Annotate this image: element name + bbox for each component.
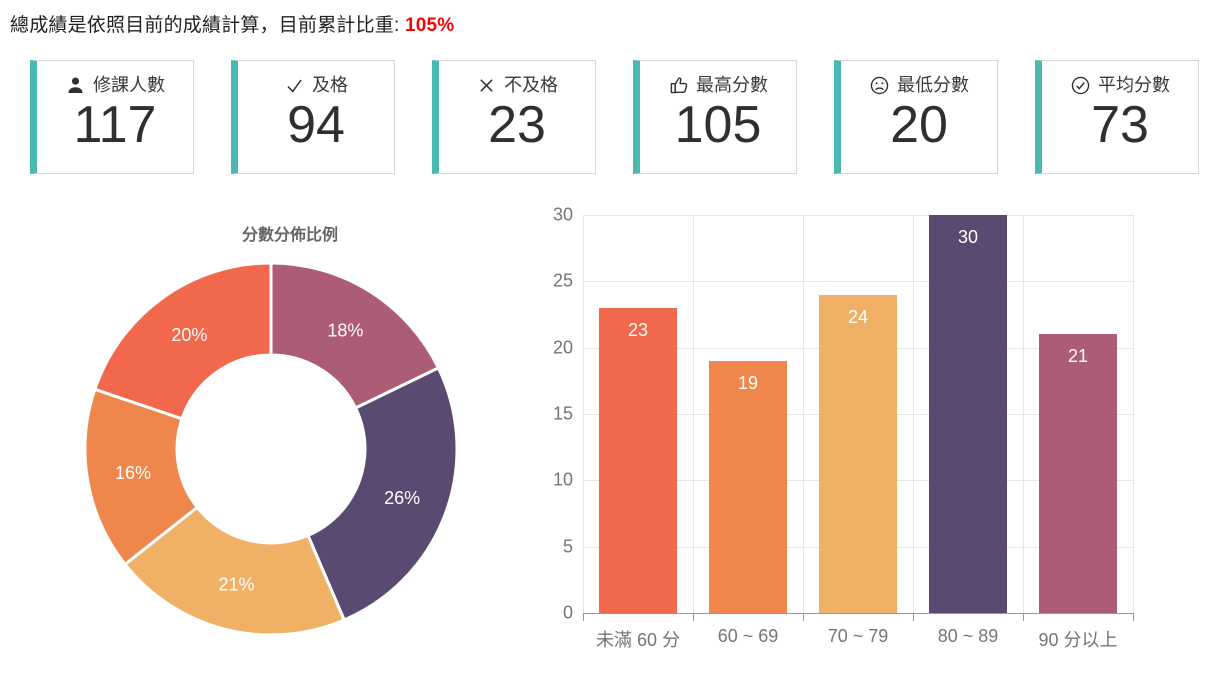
- pie-slice-label: 21%: [219, 575, 255, 595]
- y-axis-tick-label: 0: [562, 602, 573, 623]
- pie-slice[interactable]: [306, 366, 459, 622]
- bar[interactable]: [1039, 334, 1117, 613]
- stat-card-header: 及格: [238, 74, 394, 96]
- x-axis-tick: [803, 613, 804, 621]
- x-axis-category-label: 80 ~ 89: [937, 626, 999, 646]
- y-axis-tick-label: 30: [552, 204, 573, 225]
- bar-value-label: 21: [1067, 346, 1089, 367]
- pie-slice[interactable]: [83, 387, 199, 566]
- y-axis-tick-label: 20: [552, 337, 573, 358]
- x-axis-tick: [913, 613, 914, 621]
- summary-weight-value: 105%: [404, 15, 455, 36]
- stat-card-label: 不及格: [504, 75, 558, 95]
- pie-slice-label: 18%: [327, 320, 363, 340]
- x-axis-line: [583, 613, 1133, 614]
- pie-slice-label: 26%: [384, 488, 420, 508]
- gridline: [583, 215, 1133, 216]
- bar-value-label: 23: [627, 319, 649, 340]
- bar-chart[interactable]: 0 5 10 15 20 25 30 23 未滿 60 分 19 60 ~ 69 24 70 ~ 79 3…: [540, 195, 1216, 681]
- pie-slice[interactable]: [93, 261, 273, 421]
- summary-note: 總成績是依照目前的成績計算，目前累計比重: 105%: [10, 10, 454, 37]
- stat-card-label: 及格: [312, 75, 348, 95]
- x-axis-tick: [1133, 613, 1134, 621]
- summary-text: 總成績是依照目前的成績計算，目前累計比重:: [10, 15, 405, 36]
- bar[interactable]: [929, 215, 1007, 613]
- gridline: [583, 281, 1133, 283]
- x-axis-category-label: 70 ~ 79: [827, 626, 889, 646]
- y-axis-tick-label: 5: [562, 536, 573, 557]
- bar-value-label: 30: [957, 227, 979, 247]
- pie-slice-label: 20%: [171, 325, 207, 345]
- stat-card-value: 105: [674, 96, 762, 154]
- bar[interactable]: [819, 294, 897, 613]
- charts-row: 分數分佈比例 18% 26% 21% 16% 20% 0 5 10 15 20 25 30 23 未滿 …: [0, 195, 1216, 681]
- bar[interactable]: [599, 307, 677, 613]
- stat-card-lowest: 最低分數 20: [834, 60, 998, 174]
- gridline: [693, 215, 694, 613]
- check-circle-icon: [1071, 76, 1090, 94]
- bar-value-label: 24: [847, 306, 869, 327]
- stat-card-header: 最高分數: [640, 74, 796, 96]
- stat-card-label: 最低分數: [897, 75, 969, 95]
- stat-card-value: 20: [890, 96, 948, 154]
- stat-cards: 修課人數 117 及格 94 不及格 23: [30, 60, 1199, 174]
- stat-card-value: 94: [287, 96, 345, 154]
- stat-card-enrolled: 修課人數 117: [30, 60, 194, 174]
- x-axis-category-label: 60 ~ 69: [717, 626, 779, 646]
- check-icon: [287, 79, 302, 93]
- x-axis-tick: [1023, 613, 1024, 621]
- stat-card-header: 最低分數: [841, 74, 997, 96]
- y-axis-tick-label: 15: [552, 403, 573, 424]
- stat-card-value: 23: [488, 96, 546, 154]
- x-axis-tick: [583, 613, 584, 621]
- stat-card-fail: 不及格 23: [432, 60, 596, 174]
- gridline: [913, 215, 914, 613]
- stat-card-label: 平均分數: [1098, 75, 1170, 95]
- stat-card-label: 修課人數: [93, 75, 165, 95]
- pie-slice-label: 16%: [115, 463, 151, 483]
- stat-card-average: 平均分數 73: [1035, 60, 1199, 174]
- stat-card-pass: 及格 94: [231, 60, 395, 174]
- pie-slice[interactable]: [269, 261, 440, 410]
- stat-card-header: 平均分數: [1042, 74, 1198, 96]
- pie-slice[interactable]: [123, 505, 346, 637]
- stat-card-header: 不及格: [439, 74, 595, 96]
- stat-card-highest: 最高分數 105: [633, 60, 797, 174]
- gridline: [1133, 215, 1134, 613]
- thumbs-up-icon: [670, 76, 688, 93]
- person-icon: [68, 77, 83, 93]
- x-icon: [480, 78, 493, 92]
- donut-chart[interactable]: 18% 26% 21% 16% 20%: [81, 259, 461, 639]
- gridline: [583, 215, 584, 613]
- stat-card-label: 最高分數: [696, 75, 768, 95]
- y-axis-tick-label: 10: [552, 469, 573, 490]
- bar[interactable]: [709, 360, 787, 613]
- stat-card-value: 73: [1091, 96, 1149, 154]
- gridline: [1023, 215, 1024, 613]
- bar-value-label: 19: [737, 372, 759, 393]
- x-axis-category-label: 90 分以上: [1038, 630, 1118, 650]
- x-axis-category-label: 未滿 60 分: [595, 630, 681, 650]
- pie-chart-title: 分數分佈比例: [241, 227, 338, 244]
- sad-face-icon: [870, 76, 889, 94]
- stat-card-header: 修課人數: [37, 74, 193, 96]
- gridline: [803, 215, 804, 613]
- stat-card-value: 117: [73, 96, 157, 154]
- x-axis-tick: [693, 613, 694, 621]
- y-axis-tick-label: 25: [552, 270, 573, 291]
